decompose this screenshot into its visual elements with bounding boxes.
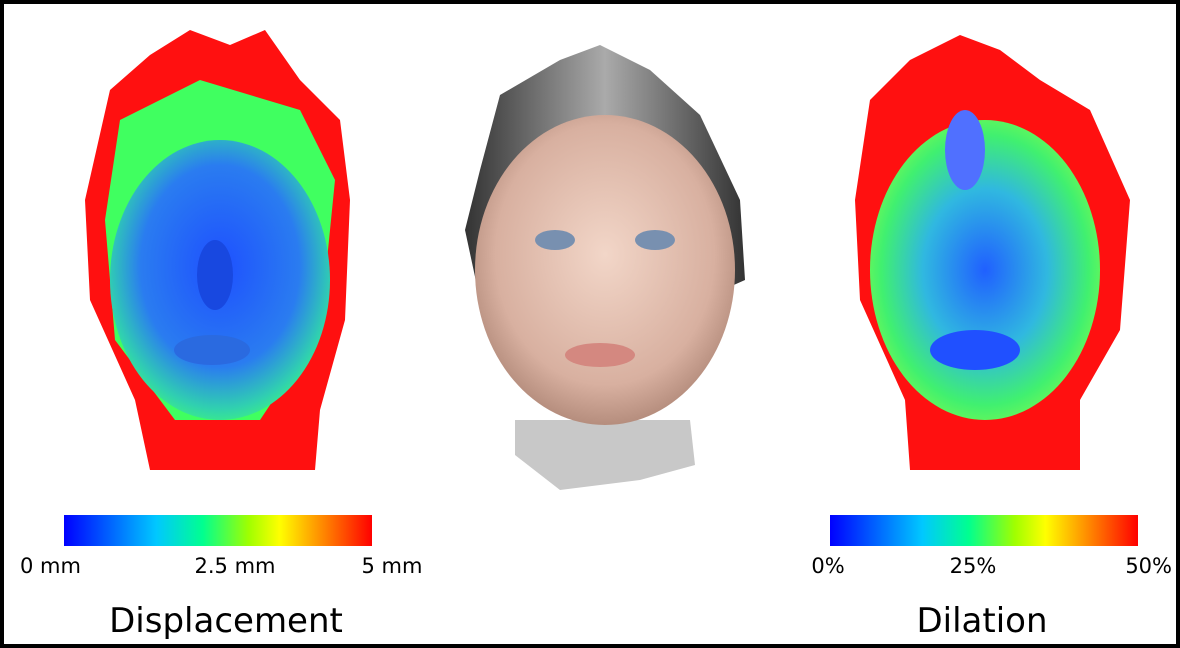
figure: 0 mm 2.5 mm 5 mm Displacement 0% 25% 50%…: [0, 0, 1180, 648]
colorbar-label: 5 mm: [362, 554, 423, 578]
colorbar-label: 0%: [811, 554, 844, 578]
colorbar: [64, 515, 372, 546]
colorbar: [830, 515, 1138, 546]
colorbar-label: 25%: [950, 554, 997, 578]
colorbar-label: 2.5 mm: [195, 554, 276, 578]
colorbar-label: 0 mm: [20, 554, 81, 578]
panel-title: Displacement: [109, 601, 343, 641]
colorbar-label: 50%: [1125, 554, 1172, 578]
panel-title: Dilation: [916, 601, 1047, 641]
